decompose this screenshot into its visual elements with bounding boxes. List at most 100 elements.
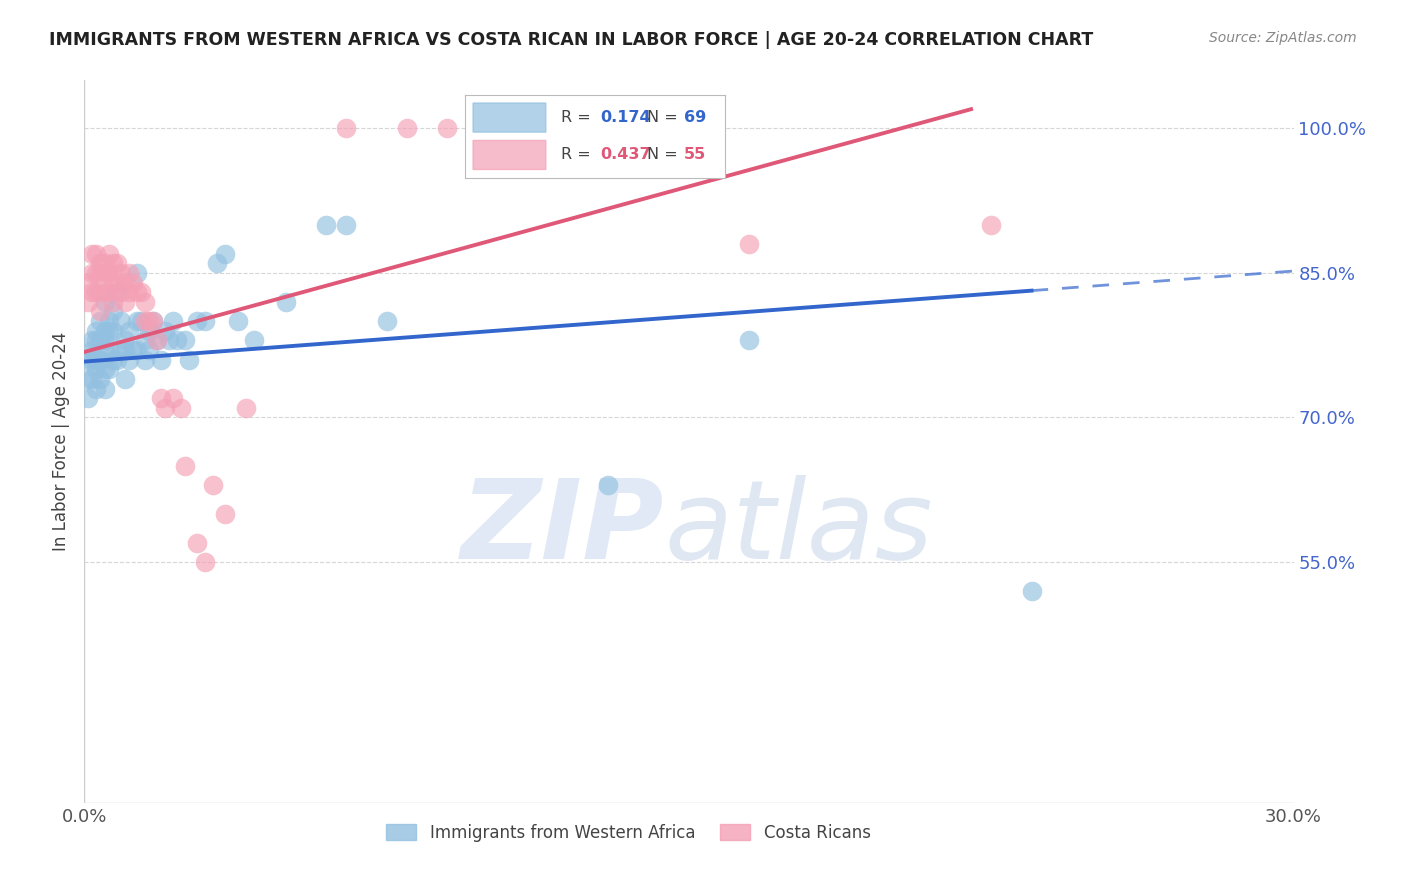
Point: [186, 535, 208, 549]
Point: [101, 324, 124, 338]
Point: [86, 334, 108, 348]
Point: [274, 294, 297, 309]
Point: [1021, 583, 1043, 598]
Point: [166, 334, 188, 348]
Point: [105, 256, 128, 270]
Point: [138, 324, 160, 338]
Point: [658, 121, 681, 136]
Point: [153, 401, 176, 415]
Point: [118, 266, 141, 280]
Point: [315, 218, 337, 232]
Point: [89, 266, 111, 280]
Point: [93, 324, 115, 338]
Point: [86, 362, 108, 376]
Point: [82, 352, 104, 367]
Point: [738, 334, 761, 348]
Point: [97, 324, 120, 338]
Point: [82, 285, 104, 300]
Point: [97, 285, 120, 300]
Point: [125, 314, 148, 328]
Point: [93, 294, 115, 309]
Point: [93, 256, 115, 270]
Point: [101, 256, 124, 270]
Point: [93, 334, 115, 348]
Point: [77, 276, 100, 290]
Point: [170, 401, 193, 415]
Point: [93, 266, 115, 280]
Point: [375, 314, 398, 328]
Point: [110, 314, 132, 328]
Point: [125, 343, 148, 357]
Point: [207, 256, 229, 270]
Point: [110, 266, 132, 280]
Text: atlas: atlas: [665, 475, 934, 582]
Point: [235, 401, 257, 415]
Point: [114, 294, 136, 309]
Point: [162, 314, 184, 328]
Point: [114, 343, 136, 357]
Point: [118, 352, 141, 367]
Point: [738, 237, 761, 252]
Point: [179, 352, 201, 367]
Point: [174, 334, 197, 348]
Point: [89, 256, 111, 270]
Point: [335, 121, 357, 136]
Point: [121, 276, 143, 290]
Point: [93, 343, 115, 357]
Point: [194, 314, 217, 328]
Point: [335, 218, 357, 232]
Point: [97, 362, 120, 376]
Point: [89, 372, 111, 386]
Point: [516, 121, 538, 136]
Point: [97, 314, 120, 328]
Point: [980, 218, 1002, 232]
Point: [77, 352, 100, 367]
Point: [114, 334, 136, 348]
Point: [134, 334, 156, 348]
Point: [138, 314, 160, 328]
Point: [89, 334, 111, 348]
Point: [118, 285, 141, 300]
Point: [598, 121, 620, 136]
Point: [97, 343, 120, 357]
Text: ZIP: ZIP: [461, 475, 665, 582]
Point: [146, 334, 169, 348]
Point: [134, 294, 156, 309]
Point: [105, 276, 128, 290]
Point: [93, 285, 115, 300]
Point: [86, 324, 108, 338]
Point: [118, 324, 141, 338]
Point: [110, 285, 132, 300]
Y-axis label: In Labor Force | Age 20-24: In Labor Force | Age 20-24: [52, 332, 70, 551]
Point: [157, 334, 180, 348]
Point: [105, 352, 128, 367]
Point: [214, 246, 236, 260]
Point: [114, 276, 136, 290]
Point: [93, 362, 115, 376]
Point: [101, 294, 124, 309]
Point: [138, 343, 160, 357]
Point: [134, 352, 156, 367]
Point: [82, 372, 104, 386]
Point: [186, 314, 208, 328]
Text: IMMIGRANTS FROM WESTERN AFRICA VS COSTA RICAN IN LABOR FORCE | AGE 20-24 CORRELA: IMMIGRANTS FROM WESTERN AFRICA VS COSTA …: [49, 31, 1094, 49]
Point: [174, 458, 197, 473]
Point: [146, 334, 169, 348]
Point: [134, 314, 156, 328]
Point: [226, 314, 249, 328]
Point: [110, 343, 132, 357]
Point: [114, 372, 136, 386]
Point: [194, 555, 217, 569]
Point: [86, 382, 108, 396]
Point: [77, 372, 100, 386]
Point: [77, 294, 100, 309]
Point: [162, 391, 184, 405]
Point: [436, 121, 458, 136]
Legend: Immigrants from Western Africa, Costa Ricans: Immigrants from Western Africa, Costa Ri…: [380, 817, 877, 848]
Point: [86, 266, 108, 280]
Point: [395, 121, 418, 136]
Point: [101, 304, 124, 318]
Point: [82, 343, 104, 357]
Point: [89, 314, 111, 328]
Point: [97, 266, 120, 280]
